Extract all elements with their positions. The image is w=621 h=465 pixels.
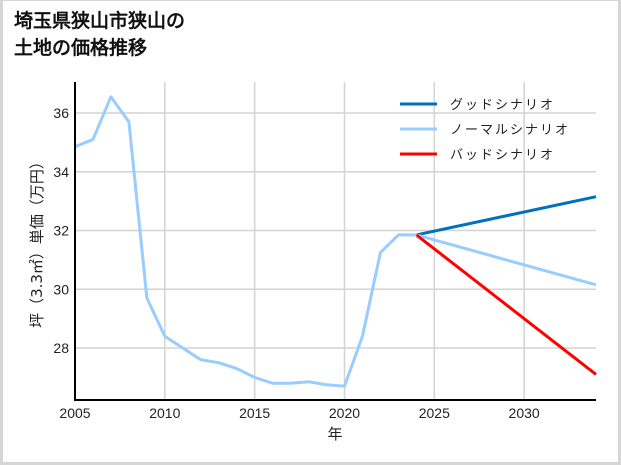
y-tick-label: 28	[53, 340, 69, 356]
y-axis-label: 坪（3.3㎡）単価（万円）	[28, 154, 46, 328]
data-lines	[74, 95, 597, 388]
x-axis-label: 年	[327, 425, 342, 443]
series-line-1	[415, 233, 597, 287]
series-line-0	[416, 195, 597, 237]
legend-label: ノーマルシナリオ	[450, 123, 570, 138]
legend-label: バッドシナリオ	[450, 148, 555, 163]
legend-label: グッドシナリオ	[450, 98, 555, 113]
y-tick-label: 34	[53, 164, 69, 180]
x-tick-label: 2020	[329, 405, 360, 421]
x-tick-label: 2005	[59, 405, 90, 421]
x-tick-label: 2030	[509, 405, 540, 421]
x-tick-label: 2015	[239, 405, 270, 421]
history-line	[74, 95, 417, 388]
chart-title: 埼玉県狭山市狭山の 土地の価格推移	[14, 8, 185, 62]
axes	[74, 82, 596, 401]
tick-labels: 2005 2010 2015 2020 2025 2030 28 30 32 34 36	[53, 105, 539, 421]
y-tick-label: 32	[53, 223, 69, 239]
x-tick-label: 2010	[149, 405, 180, 421]
series-line-2	[415, 233, 597, 376]
x-tick-label: 2025	[419, 405, 450, 421]
title-line-1: 埼玉県狭山市狭山の	[14, 10, 186, 32]
title-line-2: 土地の価格推移	[14, 37, 148, 59]
y-tick-label: 36	[53, 105, 69, 121]
y-tick-label: 30	[53, 281, 69, 297]
